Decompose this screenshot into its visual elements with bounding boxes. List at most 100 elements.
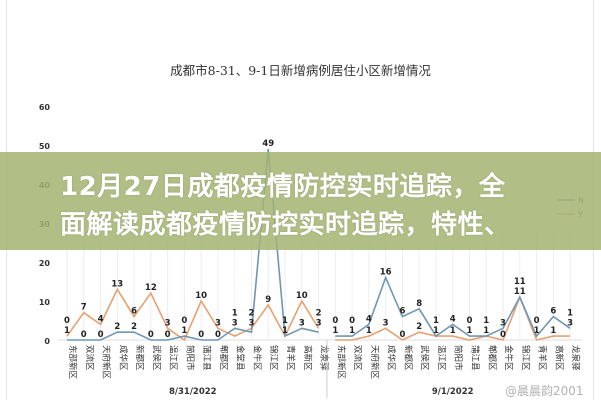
y-tick-label: 60 [39, 103, 51, 112]
data-label-Y: 12 [145, 283, 157, 293]
series-line-Y [66, 287, 320, 342]
data-label-N: 1 [467, 326, 473, 336]
data-label-N: 1 [282, 326, 288, 336]
data-label-Y: 13 [111, 279, 123, 289]
x-tick-label: 青羊区 [537, 345, 548, 371]
data-label-Y: 11 [514, 277, 526, 287]
x-tick-label: 武侯区 [151, 345, 162, 371]
data-label-Y: 1 [483, 316, 489, 326]
data-label-N: 0 [98, 330, 104, 340]
data-label-N: 3 [299, 318, 305, 328]
x-tick-label: 双流区 [84, 345, 95, 371]
data-label-Y: 9 [265, 295, 271, 305]
x-tick-label: 蒲江县 [201, 345, 212, 371]
headline-banner: 12月27日成都疫情防控实时追踪，全 面解读成都疫情防控实时追踪，特性、 [0, 152, 601, 250]
data-label-Y: 2 [416, 322, 422, 332]
data-label-N: 3 [567, 318, 573, 328]
data-label-N: 2 [114, 322, 120, 332]
x-tick-label: 蒲江县 [469, 345, 480, 371]
x-tick-label: 天府新区 [101, 345, 112, 380]
data-label-N: 6 [399, 307, 405, 317]
data-label-N: 4 [366, 314, 372, 324]
x-tick-label: 东部新区 [67, 345, 78, 380]
y-tick-label: 50 [39, 142, 51, 151]
chart-title: 成都市8-31、9-1日新增病例居住小区新增情况 [170, 63, 431, 78]
data-label-Y: 3 [316, 318, 322, 328]
data-label-N: 1 [483, 326, 489, 336]
x-tick-label: 锦江区 [520, 345, 531, 371]
watermark: @晨晨韵2001 [505, 384, 584, 398]
data-label-N: 1 [332, 326, 338, 336]
data-label-N: 3 [232, 318, 238, 328]
x-tick-label: 金牛区 [251, 345, 262, 371]
y-tick-label: 10 [39, 298, 51, 307]
x-tick-label: 新都区 [402, 345, 413, 371]
x-tick-label: 龙泉驿 [319, 345, 330, 371]
data-label-Y: 1 [232, 308, 238, 318]
x-tick-label: 温江区 [436, 345, 447, 371]
data-label-N: 1 [433, 326, 439, 336]
data-label-N: 0 [215, 330, 221, 340]
x-tick-label: 天府新区 [369, 345, 380, 380]
data-label-Y: 1 [282, 316, 288, 326]
data-label-Y: 0 [349, 316, 355, 326]
data-label-N: 1 [181, 326, 187, 336]
data-label-N: 0 [64, 316, 70, 326]
x-tick-label: 成华区 [386, 345, 397, 371]
series-line-N [335, 275, 571, 338]
x-tick-label: 郫都区 [218, 345, 229, 371]
series-line-Y [335, 294, 571, 341]
data-label-Y: 1 [450, 326, 456, 336]
x-tick-label: 成华区 [117, 345, 128, 371]
headline-line-1: 12月27日成都疫情防控实时追踪，全 [60, 172, 506, 202]
x-tick-label: 金牛区 [503, 345, 514, 371]
data-label-Y: 0 [534, 316, 540, 326]
x-tick-label: 温江区 [168, 345, 179, 371]
x-tick-label: 双流区 [352, 345, 363, 371]
x-tick-label: 龙泉驿 [570, 345, 581, 371]
x-tick-label: 武侯区 [419, 345, 430, 371]
data-label-N: 2 [316, 308, 322, 318]
data-label-Y: 0 [500, 330, 506, 340]
data-label-N: 2 [249, 308, 255, 318]
data-label-Y: 1 [567, 308, 573, 318]
data-label-Y: 4 [98, 314, 104, 324]
data-label-Y: 1 [64, 326, 70, 336]
data-label-N: 0 [198, 330, 204, 340]
data-label-Y: 0 [467, 316, 473, 326]
data-label-Y: 0 [399, 330, 405, 340]
data-label-Y: 3 [165, 318, 171, 328]
data-label-N: 11 [514, 287, 526, 297]
data-label-Y: 7 [81, 303, 87, 313]
data-label-Y: 0 [181, 316, 187, 326]
x-tick-label: 青羊区 [285, 345, 296, 371]
data-label-N: 49 [262, 139, 274, 149]
x-tick-label: 东部新区 [335, 345, 346, 380]
data-label-Y: 1 [366, 326, 372, 336]
data-label-N: 1 [534, 326, 540, 336]
data-label-Y: 6 [131, 307, 137, 317]
data-label-Y: 1 [550, 326, 556, 336]
data-label-N: 1 [349, 326, 355, 336]
data-label-Y: 3 [249, 318, 255, 328]
data-label-Y: 10 [296, 291, 308, 301]
data-label-N: 0 [165, 330, 171, 340]
data-label-Y: 0 [332, 316, 338, 326]
data-label-Y: 1 [433, 316, 439, 326]
x-tick-label: 简阳市 [184, 345, 195, 371]
data-label-N: 2 [131, 322, 137, 332]
x-tick-label: 新都区 [134, 345, 145, 371]
data-label-N: 6 [550, 307, 556, 317]
y-tick-label: 20 [39, 259, 51, 268]
data-label-N: 8 [416, 299, 422, 309]
group-date-label: 9/1/2022 [432, 387, 474, 397]
data-label-N: 3 [500, 318, 506, 328]
x-tick-label: 金堂县 [235, 345, 246, 371]
group-date-label: 8/31/2022 [169, 387, 217, 397]
data-label-Y: 3 [215, 318, 221, 328]
x-tick-label: 高新区 [553, 345, 564, 371]
data-label-N: 4 [450, 314, 456, 324]
y-tick-label: 0 [44, 337, 50, 346]
data-label-Y: 10 [195, 291, 207, 301]
